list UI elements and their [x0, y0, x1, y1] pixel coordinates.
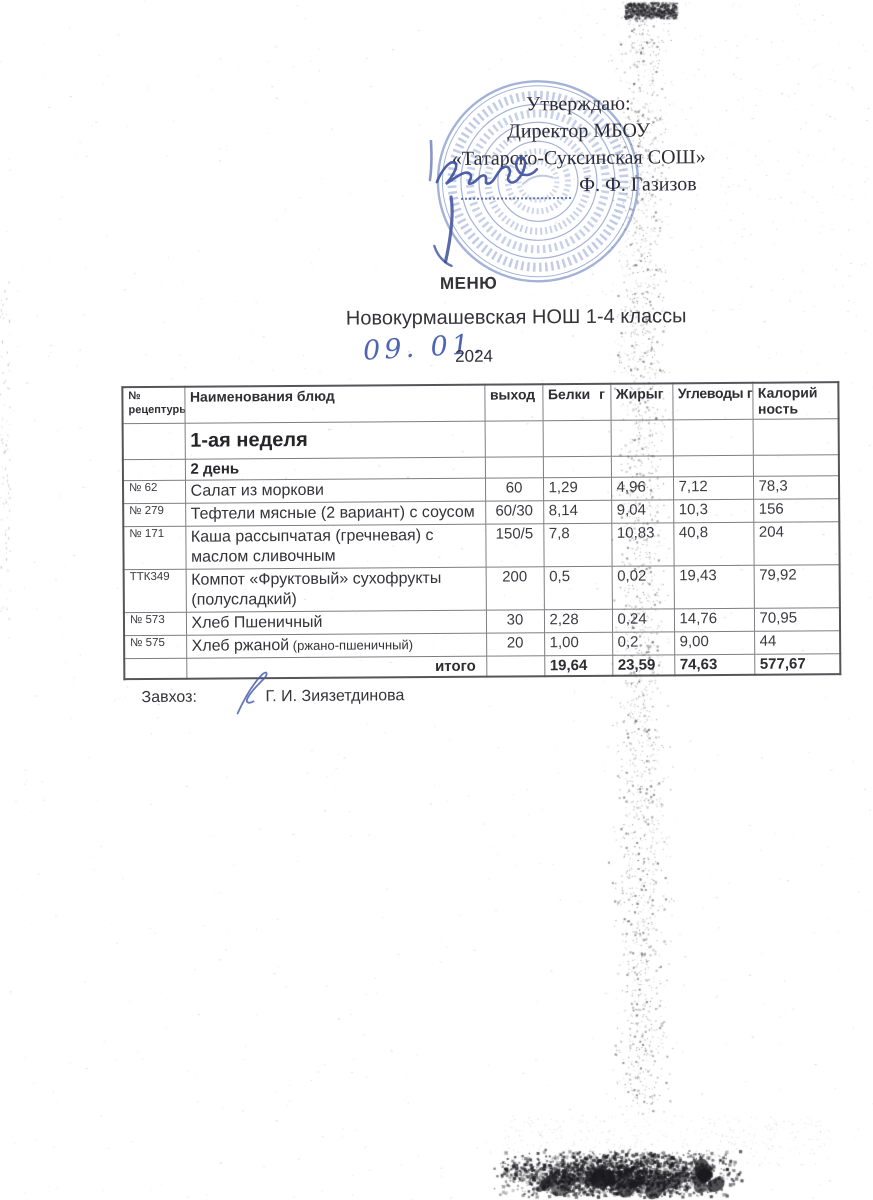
- empty-cell: [672, 418, 753, 456]
- document-subtitle: Новокурмашевская НОШ 1-4 классы: [345, 305, 687, 330]
- carbs-value: 40,8: [673, 521, 754, 566]
- dish-name-main: Хлеб ржаной: [191, 636, 290, 655]
- carbs-value: 14,76: [673, 607, 755, 632]
- empty-cell: [610, 419, 673, 456]
- empty-cell: [542, 419, 611, 457]
- approval-line: Утверждаю:: [526, 92, 631, 116]
- header-dish-name: Наименования блюд: [184, 384, 485, 423]
- empty-cell: [484, 456, 543, 478]
- output-value: 200: [485, 566, 544, 610]
- output-value: 60/30: [485, 500, 544, 524]
- director-signature: [427, 138, 539, 268]
- total-fat: 23,59: [612, 654, 675, 676]
- protein-value: 1,00: [544, 631, 613, 656]
- empty-cell: [672, 454, 753, 477]
- header-fat: Жирыг: [610, 383, 673, 420]
- output-value: 20: [486, 632, 545, 656]
- date-year: 2024: [455, 346, 494, 366]
- recipe-number: № 573: [123, 611, 187, 636]
- fat-value: 4,96: [610, 476, 674, 500]
- document-title: МЕНЮ: [439, 273, 498, 293]
- menu-row: № 171 Каша рассыпчатая (гречневая) с мас…: [123, 521, 840, 570]
- empty-cell: [610, 455, 673, 477]
- header-output: выход: [484, 384, 543, 421]
- dish-name: Тефтели мясные (2 вариант) с соусом: [185, 500, 486, 526]
- menu-table-wrapper: № рецептуры Наименования блюд выход Белк…: [121, 381, 842, 681]
- header-protein-label: Белки: [547, 385, 591, 403]
- protein-value: 0,5: [543, 565, 612, 610]
- header-recipe-number: № рецептуры: [122, 386, 185, 424]
- empty-cell: [542, 455, 611, 478]
- fat-value: 0,24: [611, 608, 675, 632]
- empty-cell: [122, 458, 185, 481]
- dish-name: Хлеб ржаной (ржано-пшеничный): [186, 632, 487, 658]
- empty-cell: [752, 418, 839, 455]
- fat-value: 0,02: [611, 565, 674, 609]
- carbs-value: 9,00: [674, 630, 755, 655]
- output-value: 30: [485, 609, 545, 633]
- header-protein: Белки г: [542, 383, 611, 421]
- fat-value: 0,2: [612, 631, 675, 655]
- dish-name: Компот «Фруктовый» сухофрукты (полусладк…: [185, 566, 486, 612]
- recipe-number: № 575: [124, 634, 187, 659]
- zavkhoz-name: Г. И. Зиязетдинова: [265, 687, 405, 706]
- day-label: 2 день: [184, 456, 485, 480]
- empty-cell: [752, 454, 839, 476]
- dish-name-note: (ржано-пшеничный): [289, 636, 414, 653]
- calories-value: 44: [754, 630, 841, 654]
- carbs-value: 7,12: [672, 475, 754, 500]
- output-value: 60: [484, 477, 544, 501]
- protein-value: 1,29: [542, 476, 612, 501]
- week-section-row: 1-ая неделя: [122, 418, 839, 460]
- total-calories: 577,67: [754, 653, 841, 675]
- menu-row: ТТК349 Компот «Фруктовый» сухофрукты (по…: [123, 564, 840, 613]
- dish-name: Хлеб Пшеничный: [185, 609, 487, 635]
- empty-cell: [486, 655, 545, 677]
- calories-value: 78,3: [752, 475, 840, 499]
- calories-value: 70,95: [753, 607, 841, 631]
- total-protein: 19,64: [544, 654, 613, 677]
- carbs-value: 19,43: [673, 564, 754, 609]
- zavkhoz-label: Завхоз:: [141, 688, 197, 707]
- header-carbs: Углеводы г: [672, 382, 753, 420]
- carbs-value: 10,3: [673, 498, 754, 523]
- recipe-number: № 171: [123, 525, 186, 570]
- calories-value: 156: [753, 498, 840, 522]
- total-carbs: 74,63: [674, 653, 755, 676]
- empty-cell: [484, 420, 543, 457]
- menu-table: № рецептуры Наименования блюд выход Белк…: [121, 381, 842, 681]
- dish-name: Каша рассыпчатая (гречневая) с маслом сл…: [185, 523, 486, 569]
- calories-value: 204: [753, 521, 840, 565]
- empty-cell: [124, 657, 187, 680]
- recipe-number: № 62: [122, 479, 186, 504]
- table-header-row: № рецептуры Наименования блюд выход Белк…: [122, 382, 839, 424]
- week-label: 1-ая неделя: [184, 420, 485, 459]
- recipe-number: № 279: [123, 502, 186, 527]
- empty-cell: [122, 422, 185, 460]
- dish-name: Салат из моркови: [184, 477, 486, 503]
- fat-value: 9,04: [611, 499, 674, 523]
- fat-value: 10,83: [611, 522, 674, 566]
- output-value: 150/5: [485, 523, 544, 567]
- recipe-number: ТТК349: [123, 568, 186, 613]
- header-calories: Калорий ность: [752, 382, 839, 419]
- protein-value: 7,8: [543, 522, 612, 567]
- protein-value: 2,28: [543, 608, 613, 633]
- calories-value: 79,92: [753, 564, 840, 608]
- protein-value: 8,14: [543, 499, 612, 524]
- header-protein-unit: г: [599, 385, 605, 402]
